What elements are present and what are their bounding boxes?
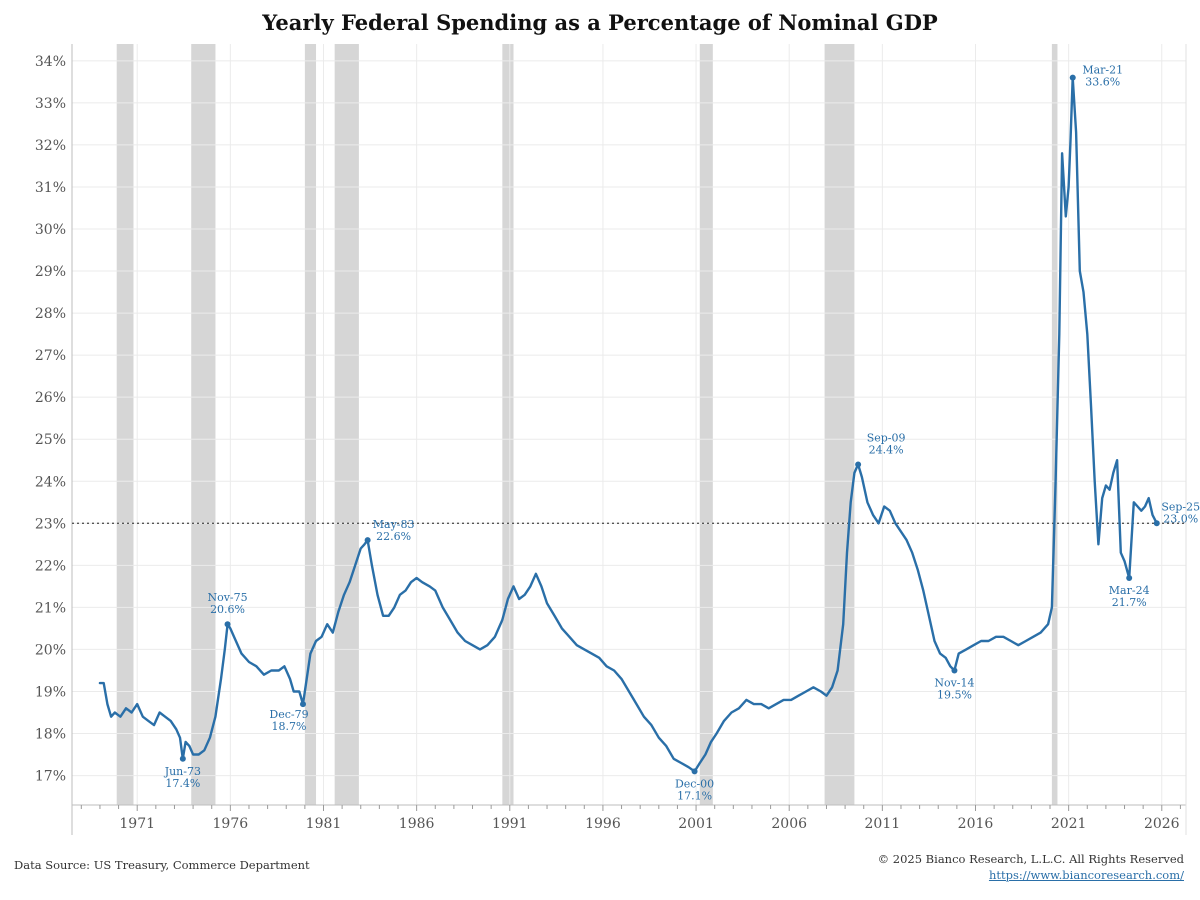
annotation-date: Mar-24 <box>1109 584 1150 597</box>
recession-band <box>191 44 216 805</box>
y-tick-label: 17% <box>35 769 66 785</box>
data-source-note: Data Source: US Treasury, Commerce Depar… <box>14 858 310 872</box>
annotation-date: Dec-79 <box>269 708 308 721</box>
x-tick-label: 2026 <box>1144 816 1180 832</box>
recession-band <box>116 44 134 805</box>
website-link[interactable]: https://www.biancoresearch.com/ <box>988 868 1184 882</box>
recession-band <box>304 44 317 805</box>
annotation-value: 19.5% <box>937 688 972 701</box>
x-tick-label: 1991 <box>492 816 528 832</box>
annotation-date: Sep-09 <box>867 431 906 444</box>
annotation-marker <box>1069 74 1076 81</box>
annotation-date: Sep-25 <box>1161 500 1200 513</box>
y-tick-label: 21% <box>35 600 66 616</box>
series-group <box>98 76 1158 773</box>
y-tick-label: 23% <box>35 516 66 532</box>
x-tick-label: 2001 <box>678 816 714 832</box>
footer-credits: © 2025 Bianco Research, L.L.C. All Right… <box>878 851 1184 883</box>
annotation-marker <box>951 667 958 674</box>
annotation-marker <box>855 461 862 468</box>
recession-bands <box>116 44 1058 805</box>
annotation-date: Jun-73 <box>164 765 201 778</box>
x-axis-ticks: 1971 1976 1981 1986 1991 1996 2001 2006 2011 2016… <box>119 816 1179 832</box>
annotation-marker <box>1126 574 1133 581</box>
y-tick-label: 18% <box>35 727 66 743</box>
y-tick-label: 28% <box>35 306 66 322</box>
annotation-value: 33.6% <box>1085 76 1120 89</box>
y-axis-ticks: 17% 18% 19% 20% 21% 22% 23% 24% 25% 26% 27% 28% 29% 3… <box>35 54 66 785</box>
annotations: Jun-7317.4%Nov-7520.6%Dec-7918.7%May-832… <box>164 64 1200 803</box>
spending-series-line <box>98 76 1158 773</box>
annotation-marker <box>364 537 371 544</box>
annotation-marker <box>1153 520 1160 527</box>
axes <box>71 44 1187 835</box>
x-tick-label: 2021 <box>1051 816 1087 832</box>
x-tick-label: 2006 <box>771 816 807 832</box>
copyright-text: © 2025 Bianco Research, L.L.C. All Right… <box>877 852 1184 866</box>
recession-band <box>699 44 713 805</box>
annotation-value: 20.6% <box>210 603 245 616</box>
y-tick-label: 26% <box>35 390 66 406</box>
x-tick-label: 1986 <box>399 816 435 832</box>
y-tick-label: 19% <box>35 684 66 700</box>
chart-title: Yearly Federal Spending as a Percentage … <box>262 10 938 35</box>
y-tick-label: 24% <box>35 474 66 490</box>
x-tick-label: 1981 <box>306 816 342 832</box>
annotation-marker <box>179 755 186 762</box>
x-tick-label: 1971 <box>119 816 155 832</box>
recession-band <box>334 44 359 805</box>
y-tick-label: 22% <box>35 558 66 574</box>
annotation-value: 18.7% <box>272 720 307 733</box>
y-tick-label: 25% <box>35 432 66 448</box>
y-tick-label: 30% <box>35 222 66 238</box>
annotation-marker <box>224 621 231 628</box>
y-tick-label: 20% <box>35 642 66 658</box>
annotation-value: 17.4% <box>165 777 200 790</box>
y-tick-label: 33% <box>35 96 66 112</box>
y-tick-label: 32% <box>35 138 66 154</box>
annotation-date: Nov-75 <box>207 591 247 604</box>
annotation-value: 21.7% <box>1112 596 1147 609</box>
recession-band <box>502 44 514 805</box>
y-tick-label: 31% <box>35 180 66 196</box>
annotation-date: Mar-21 <box>1082 64 1123 77</box>
recession-band <box>1051 44 1058 805</box>
annotation-date: Nov-14 <box>934 676 974 689</box>
y-tick-label: 29% <box>35 264 66 280</box>
x-tick-label: 2011 <box>865 816 901 832</box>
x-tick-label: 1976 <box>213 816 249 832</box>
annotation-value: 17.1% <box>677 789 712 802</box>
annotation-value: 23.0% <box>1163 512 1198 525</box>
y-tick-label: 27% <box>35 348 66 364</box>
x-tick-label: 2016 <box>958 816 994 832</box>
annotation-value: 22.6% <box>376 530 411 543</box>
annotation-marker <box>691 768 698 775</box>
x-tick-label: 1996 <box>585 816 621 832</box>
annotation-value: 24.4% <box>869 443 904 456</box>
annotation-date: Dec-00 <box>675 777 714 790</box>
annotation-date: May-83 <box>373 518 415 531</box>
recession-band <box>824 44 855 805</box>
y-tick-label: 34% <box>35 54 66 70</box>
annotation-marker <box>299 701 306 708</box>
